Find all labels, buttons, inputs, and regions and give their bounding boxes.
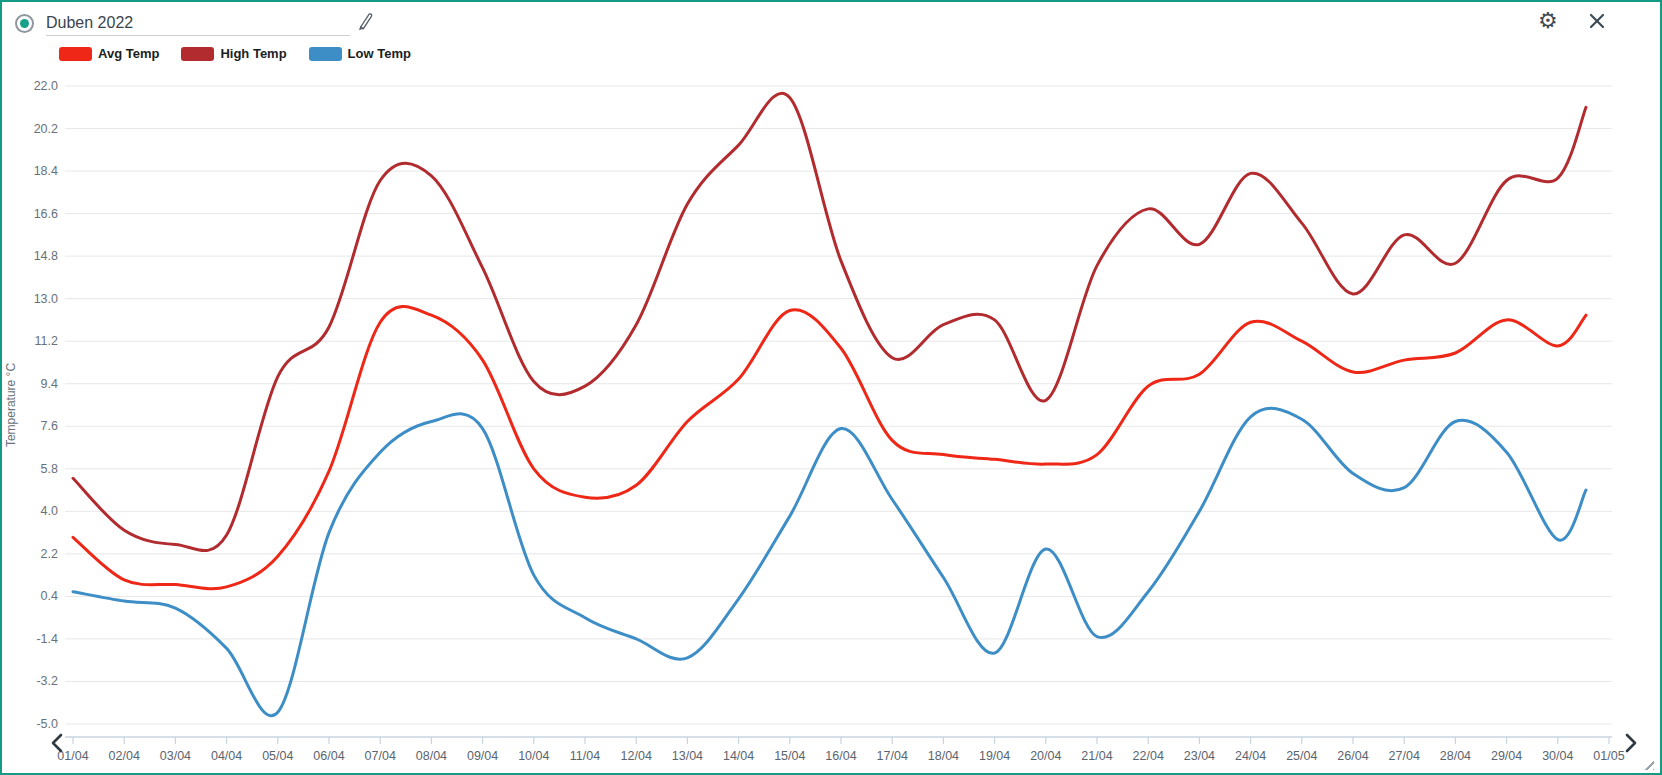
y-tick-label: 7.6 [41, 419, 58, 433]
chevron-left-icon [49, 733, 65, 753]
x-tick-label: 22/04 [1133, 749, 1164, 763]
legend-label: Avg Temp [98, 46, 159, 61]
temperature-chart: 22.0 20.2 18.4 16.6 14.8 13.0 11.2 9.4 7.6 5.8 4.0… [2, 72, 1662, 775]
x-tick-label: 06/04 [313, 749, 344, 763]
chart-title-input[interactable] [46, 10, 350, 35]
y-tick-label: 16.6 [34, 207, 58, 221]
chart-plot-svg: 22.0 20.2 18.4 16.6 14.8 13.0 11.2 9.4 7.6 5.8 4.0… [2, 72, 1662, 775]
gear-icon: ⚙ [1538, 8, 1558, 33]
legend-swatch [181, 47, 214, 61]
y-tick-label: 5.8 [41, 462, 58, 476]
x-tick-label: 18/04 [928, 749, 959, 763]
x-tick-label: 24/04 [1235, 749, 1266, 763]
x-tick-label: 08/04 [416, 749, 447, 763]
y-tick-label: 14.8 [34, 249, 58, 263]
x-tick-label: 01/05 [1593, 749, 1624, 763]
legend-item-high-temp[interactable]: High Temp [181, 46, 286, 61]
x-tick-label: 28/04 [1440, 749, 1471, 763]
y-axis-title: Temperature °C [4, 363, 18, 447]
x-tick-label: 26/04 [1337, 749, 1368, 763]
x-tick-label: 16/04 [825, 749, 856, 763]
x-tick-label: 20/04 [1030, 749, 1061, 763]
series-line-avg-temp [73, 307, 1586, 589]
x-tick-label: 05/04 [262, 749, 293, 763]
chart-title-field [46, 10, 350, 36]
y-tick-label: 9.4 [41, 377, 58, 391]
x-tick-label: 13/04 [672, 749, 703, 763]
y-tick-label: 22.0 [34, 79, 58, 93]
radio-selected-icon[interactable] [15, 14, 34, 33]
scroll-left-button[interactable] [49, 733, 69, 755]
x-tick-label: 09/04 [467, 749, 498, 763]
x-tick-label: 03/04 [160, 749, 191, 763]
series-line-low-temp [73, 408, 1586, 715]
x-tick-label: 25/04 [1286, 749, 1317, 763]
x-tick-label: 14/04 [723, 749, 754, 763]
legend-item-low-temp[interactable]: Low Temp [309, 46, 411, 61]
y-tick-label: 13.0 [34, 292, 58, 306]
series-line-high-temp [73, 93, 1586, 550]
y-tick-label: 4.0 [41, 504, 58, 518]
legend-item-avg-temp[interactable]: Avg Temp [59, 46, 159, 61]
x-tick-label: 15/04 [774, 749, 805, 763]
y-tick-label: 11.2 [35, 334, 58, 348]
x-tick-label: 10/04 [518, 749, 549, 763]
y-tick-label: 2.2 [41, 547, 58, 561]
radio-dot [20, 19, 29, 28]
legend-swatch [59, 47, 92, 61]
chevron-right-icon [1623, 733, 1639, 753]
x-tick-label: 19/04 [979, 749, 1010, 763]
x-tick-label: 17/04 [877, 749, 908, 763]
legend-swatch [309, 47, 342, 61]
close-x-icon [1588, 12, 1606, 30]
close-button[interactable] [1588, 12, 1608, 32]
x-tick-label: 30/04 [1542, 749, 1573, 763]
x-tick-label: 27/04 [1389, 749, 1420, 763]
chart-legend: Avg Temp High Temp Low Temp [59, 46, 433, 61]
x-tick-label: 21/04 [1081, 749, 1112, 763]
x-tick-label: 29/04 [1491, 749, 1522, 763]
x-tick-label: 04/04 [211, 749, 242, 763]
y-tick-label: -1.4 [36, 632, 58, 646]
edit-title-button[interactable] [357, 11, 377, 33]
x-tick-label: 02/04 [109, 749, 140, 763]
y-tick-label: 18.4 [34, 164, 58, 178]
x-tick-label: 12/04 [621, 749, 652, 763]
x-tick-label: 23/04 [1184, 749, 1215, 763]
legend-label: Low Temp [348, 46, 411, 61]
y-tick-label: -5.0 [36, 717, 58, 731]
settings-button[interactable]: ⚙ [1538, 10, 1562, 34]
y-tick-label: 20.2 [34, 122, 58, 136]
pencil-icon [357, 11, 377, 33]
y-tick-label: -3.2 [36, 674, 58, 688]
x-tick-label: 07/04 [365, 749, 396, 763]
scroll-right-button[interactable] [1623, 733, 1643, 755]
legend-label: High Temp [220, 46, 286, 61]
y-tick-label: 0.4 [41, 589, 58, 603]
x-tick-label: 11/04 [570, 749, 600, 763]
chart-widget-window: ⚙ Avg Temp High Temp Low Temp 22.0 20.2 18.4… [0, 0, 1662, 775]
